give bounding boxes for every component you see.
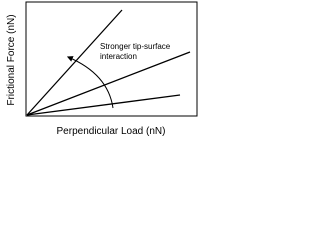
x-axis-label: Perpendicular Load (nN) xyxy=(57,126,166,137)
plot-frame xyxy=(25,1,198,117)
y-axis-label: Frictional Force (nN) xyxy=(6,14,17,105)
diagram: Stronger tip-surface interaction Perpend… xyxy=(6,1,198,137)
line-shallow xyxy=(26,94,181,116)
line-middle xyxy=(26,51,191,116)
arc-arrow xyxy=(66,56,114,109)
line-steep xyxy=(26,9,123,116)
annotation-line: interaction xyxy=(100,52,137,61)
annotation-line: Stronger tip-surface xyxy=(100,42,171,51)
